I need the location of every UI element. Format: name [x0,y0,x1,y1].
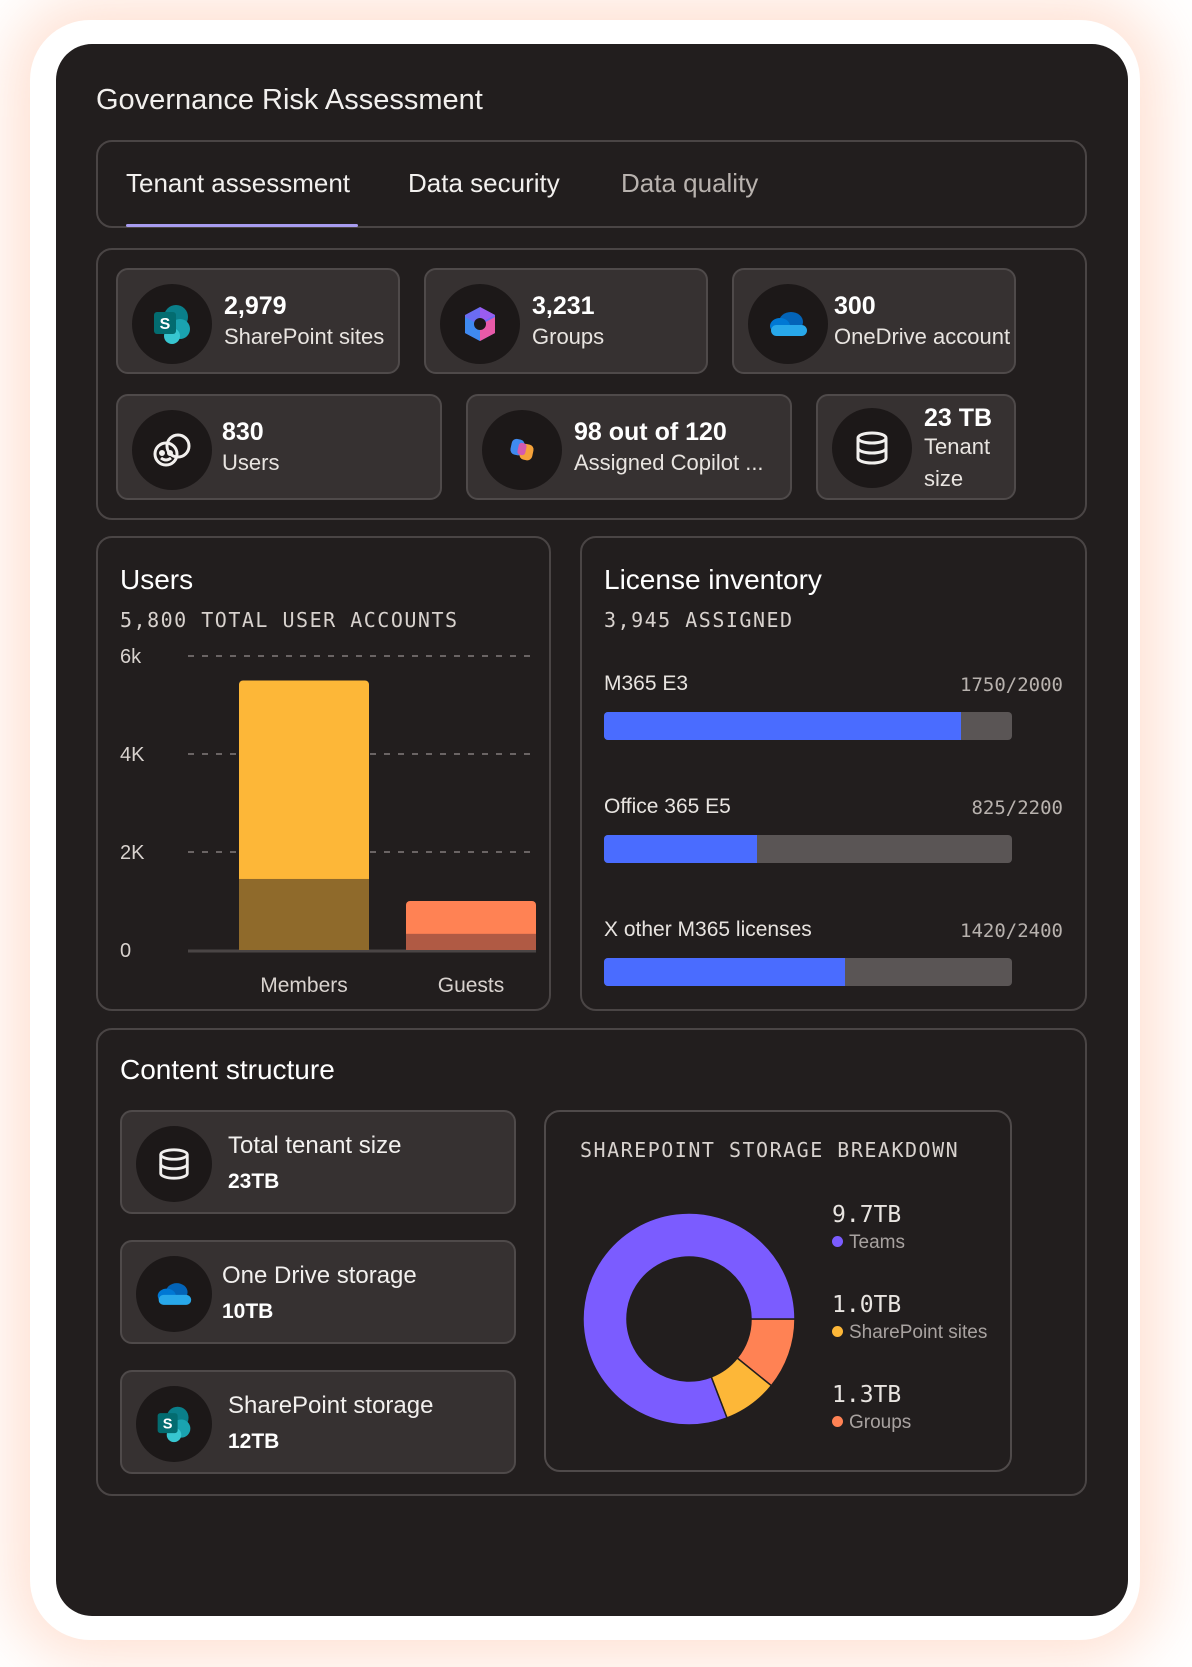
y-tick-label: 2K [120,842,145,864]
stats-panel: S 2,979 SharePoint sites 3,231 Groups [96,248,1087,520]
x-tick-label: Guests [438,974,505,996]
stat-sharepoint-sites[interactable]: S 2,979 SharePoint sites [116,268,400,374]
x-tick-label: Members [260,974,348,996]
license-subtitle: 3,945 ASSIGNED [604,608,794,632]
stat-label: Tenant [924,434,991,459]
legend-label-groups: Groups [832,1412,911,1434]
users-title: Users [120,564,194,595]
copilot-icon [482,410,562,490]
y-tick-label: 0 [120,940,131,962]
content-label: One Drive storage [222,1262,417,1289]
content-value: 12TB [228,1430,280,1453]
stat-label-line2: size [924,466,964,491]
database-icon [136,1126,212,1202]
stat-label: Groups [532,324,605,349]
license-count: 1750/2000 [960,674,1063,696]
legend-label-sharepoint: SharePoint sites [832,1322,987,1344]
stat-groups[interactable]: 3,231 Groups [424,268,708,374]
stat-value: 23 TB [924,404,993,432]
onedrive-icon [136,1256,212,1332]
stat-label: OneDrive account [834,324,1011,349]
content-structure-panel: Content structure Total tenant size 23TB [96,1028,1087,1496]
legend-dot [832,1236,843,1247]
stat-copilot[interactable]: 98 out of 120 Assigned Copilot ... [466,394,792,500]
stat-onedrive[interactable]: 300 OneDrive account [732,268,1016,374]
license-count: 825/2200 [971,797,1063,819]
license-bar-fill [604,712,961,740]
license-bar-track [604,835,1012,863]
storage-breakdown-panel: SHAREPOINT STORAGE BREAKDOWN 9.7TB Teams… [544,1110,1012,1472]
users-panel: Users 5,800 TOTAL USER ACCOUNTS 0 2K 4K 6k M… [96,536,551,1011]
license-bar-fill [604,835,757,863]
active-tab-indicator [126,224,358,227]
stat-value: 830 [222,418,264,446]
license-count: 1420/2400 [960,920,1063,942]
license-bar-track [604,958,1012,986]
content-total-tenant-size[interactable]: Total tenant size 23TB [120,1110,516,1214]
content-onedrive-storage[interactable]: One Drive storage 10TB [120,1240,516,1344]
stat-label: Assigned Copilot ... [574,450,764,475]
license-bar-fill [604,958,845,986]
license-panel: License inventory 3,945 ASSIGNED M365 E3… [580,536,1087,1011]
stat-value: 300 [834,292,876,320]
onedrive-icon [748,284,828,364]
tab-bar: Tenant assessment Data security Data qua… [96,140,1087,228]
governance-card: Governance Risk Assessment Tenant assess… [56,44,1128,1616]
legend-dot [832,1326,843,1337]
users-icon [132,410,212,490]
groups-icon [440,284,520,364]
license-name-other: X other M365 licenses [604,918,812,941]
donut-slice-teams [582,1212,796,1426]
bar-inner-guests [406,933,536,950]
license-name-m365-e3: M365 E3 [604,672,689,695]
database-icon [832,408,912,488]
content-value: 23TB [228,1170,280,1193]
license-bar-track [604,712,1012,740]
users-subtitle: 5,800 TOTAL USER ACCOUNTS [120,608,459,632]
license-name-office-e5: Office 365 E5 [604,795,731,818]
stat-value: 98 out of 120 [574,418,727,446]
tab-tenant-assessment[interactable]: Tenant assessment [126,168,351,198]
stat-users[interactable]: 830 Users [116,394,442,500]
bar-inner-members [239,878,369,950]
y-tick-label: 6k [120,646,142,668]
content-value: 10TB [222,1300,274,1323]
legend-value-sharepoint: 1.0TB [832,1292,902,1318]
legend-text: SharePoint sites [849,1322,988,1343]
license-title: License inventory [604,564,822,595]
content-label: Total tenant size [228,1132,402,1159]
tab-data-quality[interactable]: Data quality [621,168,759,198]
content-title: Content structure [120,1054,335,1085]
legend-value-groups: 1.3TB [832,1382,902,1408]
breakdown-title: SHAREPOINT STORAGE BREAKDOWN [580,1138,960,1162]
stat-label: Users [222,450,280,475]
legend-dot [832,1416,843,1427]
svg-text:S: S [163,1417,173,1433]
page-title: Governance Risk Assessment [96,84,483,116]
content-label: SharePoint storage [228,1392,434,1419]
stat-value: 2,979 [224,292,287,320]
content-sharepoint-storage[interactable]: S SharePoint storage 12TB [120,1370,516,1474]
svg-text:S: S [160,316,171,333]
legend-label-teams: Teams [832,1232,905,1254]
y-tick-label: 4K [120,744,145,766]
stat-value: 3,231 [532,292,595,320]
sharepoint-icon: S [136,1386,212,1462]
stat-label: SharePoint sites [224,324,385,349]
sharepoint-icon: S [132,284,212,364]
legend-value-teams: 9.7TB [832,1202,902,1228]
users-bar-chart: 0 2K 4K 6k Members Guests [120,646,536,996]
storage-donut-chart [582,1212,796,1426]
legend-text: Groups [849,1412,912,1433]
legend-text: Teams [849,1232,905,1253]
tab-data-security[interactable]: Data security [408,168,560,198]
stat-tenant-size[interactable]: 23 TB Tenant size [816,394,1016,500]
